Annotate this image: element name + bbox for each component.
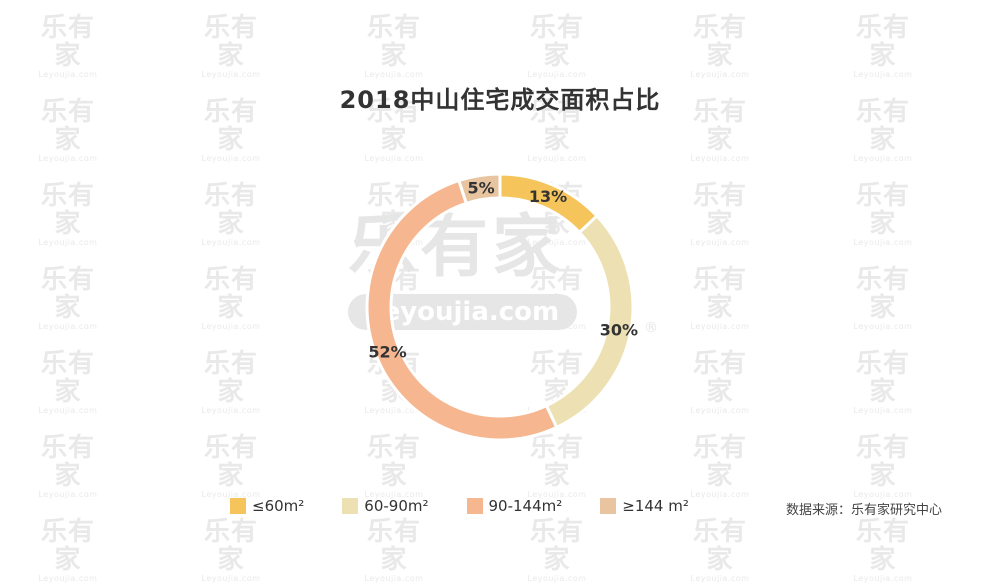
legend-swatch-1 [230, 498, 246, 514]
legend-item-3: 90-144m² [466, 497, 563, 515]
legend-label-4: ≥144 m² [622, 497, 689, 515]
legend-item-4: ≥144 m² [600, 497, 689, 515]
chart-legend: ≤60m² 60-90m² 90-144m² ≥144 m² [230, 497, 727, 515]
legend-label-1: ≤60m² [252, 497, 305, 515]
legend-swatch-2 [342, 498, 359, 514]
legend-item-1: ≤60m² [230, 497, 304, 515]
donut-slice-3 [365, 178, 559, 442]
legend-swatch-4 [600, 498, 617, 514]
data-source-note: 数据来源：乐有家研究中心 [786, 503, 943, 518]
legend-swatch-3 [466, 498, 483, 514]
donut-label-2: 30% [600, 321, 638, 340]
legend-label-3: 90-144m² [488, 497, 563, 515]
donut-label-3: 52% [368, 343, 406, 362]
donut-label-1: 13% [529, 187, 567, 206]
legend-item-2: 60-90m² [342, 497, 429, 515]
donut-slice-4 [457, 172, 502, 206]
donut-label-4: 5% [467, 178, 494, 197]
chart-title: 2018中山住宅成交面积占比 [339, 86, 661, 114]
legend-label-2: 60-90m² [364, 497, 429, 515]
